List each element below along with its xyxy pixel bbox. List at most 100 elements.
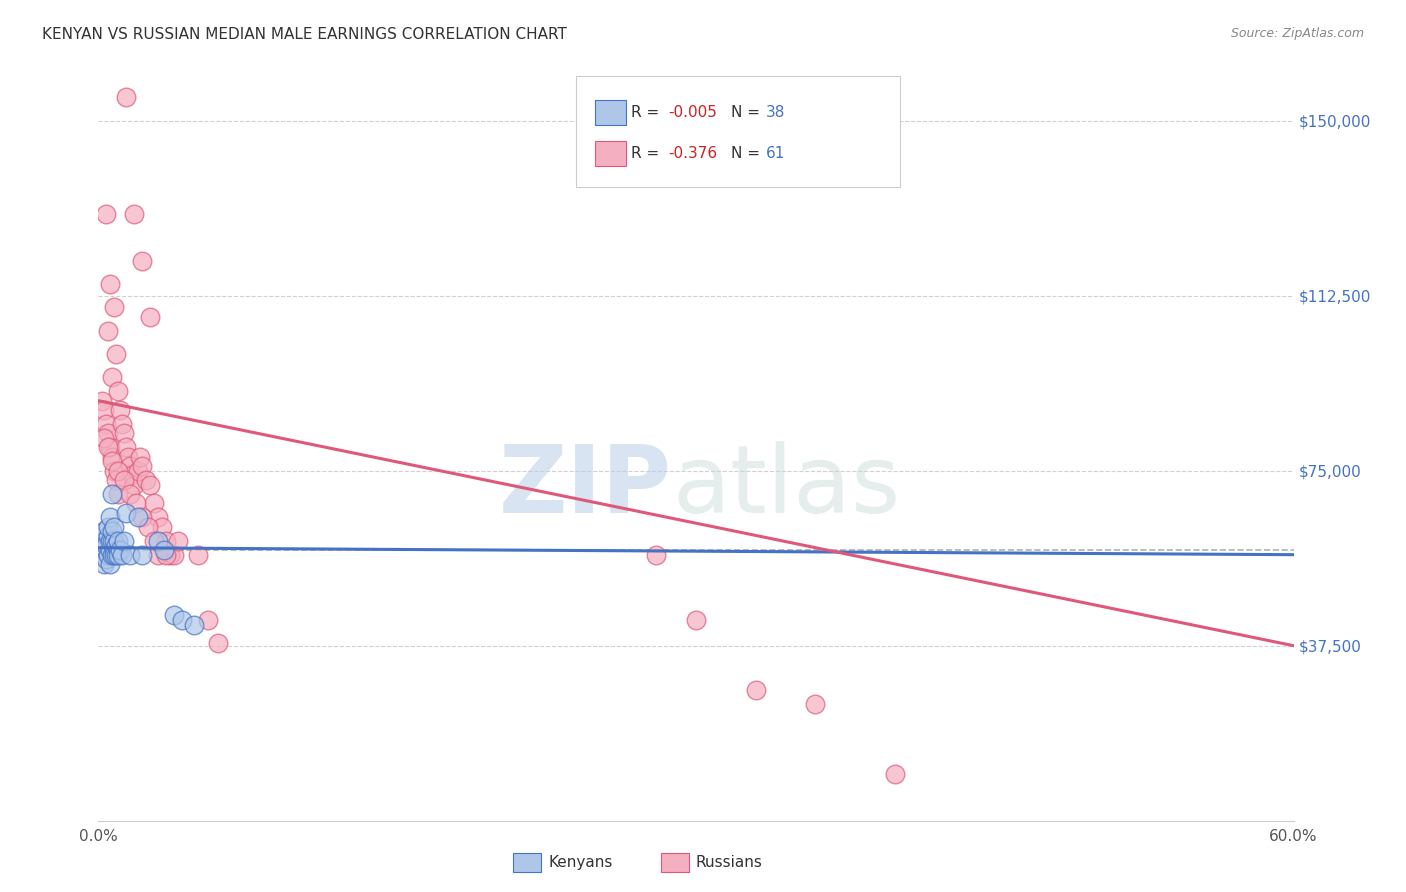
Text: R =: R = [631,104,665,120]
Point [111,417,134,431]
Point [183,617,205,632]
Text: N =: N = [731,104,765,120]
Point [159,548,181,562]
Point [107,384,129,399]
Point [101,533,124,548]
Point [163,548,186,562]
Point [103,543,125,558]
Point [91,393,114,408]
Point [120,548,142,562]
Point [112,533,135,548]
Point [197,613,219,627]
Point [131,458,153,473]
Point [110,543,132,558]
Point [110,403,132,417]
Point [101,450,124,464]
Point [131,510,153,524]
Point [93,533,115,548]
Point [148,548,170,562]
Point [139,477,162,491]
Point [98,277,122,291]
Point [131,548,153,562]
Point [127,464,149,478]
Point [120,458,142,473]
Point [172,613,194,627]
Point [136,519,159,533]
Point [884,767,907,781]
Point [93,431,115,445]
Point [112,473,135,487]
Point [105,347,128,361]
Point [96,207,118,221]
Point [804,697,827,711]
Text: R =: R = [631,145,665,161]
Point [101,454,124,468]
Point [155,533,177,548]
Point [96,417,118,431]
Text: 38: 38 [766,104,786,120]
Point [103,301,125,315]
Text: atlas: atlas [672,441,900,533]
Point [685,613,707,627]
Text: Source: ZipAtlas.com: Source: ZipAtlas.com [1230,27,1364,40]
Point [124,207,146,221]
Point [107,487,129,501]
Point [115,90,138,104]
Point [93,557,115,571]
Text: ZIP: ZIP [499,441,672,533]
Text: N =: N = [731,145,765,161]
Point [101,487,124,501]
Point [117,450,139,464]
Point [101,370,124,384]
Point [645,548,668,562]
Point [129,450,152,464]
Point [127,510,149,524]
Point [167,533,190,548]
Point [105,538,128,552]
Text: Kenyans: Kenyans [548,855,613,870]
Point [148,533,170,548]
Point [121,468,143,483]
Point [745,683,768,698]
Point [103,548,125,562]
Point [125,496,148,510]
Point [111,548,134,562]
Point [98,533,122,548]
Point [103,464,125,478]
Point [155,548,177,562]
Point [97,426,120,441]
Point [103,519,125,533]
Point [143,533,166,548]
Point [107,543,129,558]
Point [120,487,142,501]
Point [207,636,229,650]
Point [96,552,118,566]
Point [107,533,129,548]
Point [98,543,122,558]
Point [98,557,122,571]
Point [101,548,124,562]
Point [107,548,129,562]
Text: Russians: Russians [696,855,763,870]
Point [135,473,157,487]
Point [148,510,170,524]
Point [97,548,120,562]
Point [103,533,125,548]
Point [105,473,128,487]
Point [105,548,128,562]
Point [98,510,122,524]
Point [187,548,209,562]
Point [115,506,138,520]
Point [96,538,118,552]
Point [101,524,124,539]
Point [91,543,114,558]
Point [97,529,120,543]
Point [93,403,115,417]
Point [124,477,146,491]
Point [131,253,153,268]
Point [97,519,120,533]
Text: 61: 61 [766,145,786,161]
Point [98,441,122,455]
Point [107,464,129,478]
Text: -0.005: -0.005 [668,104,717,120]
